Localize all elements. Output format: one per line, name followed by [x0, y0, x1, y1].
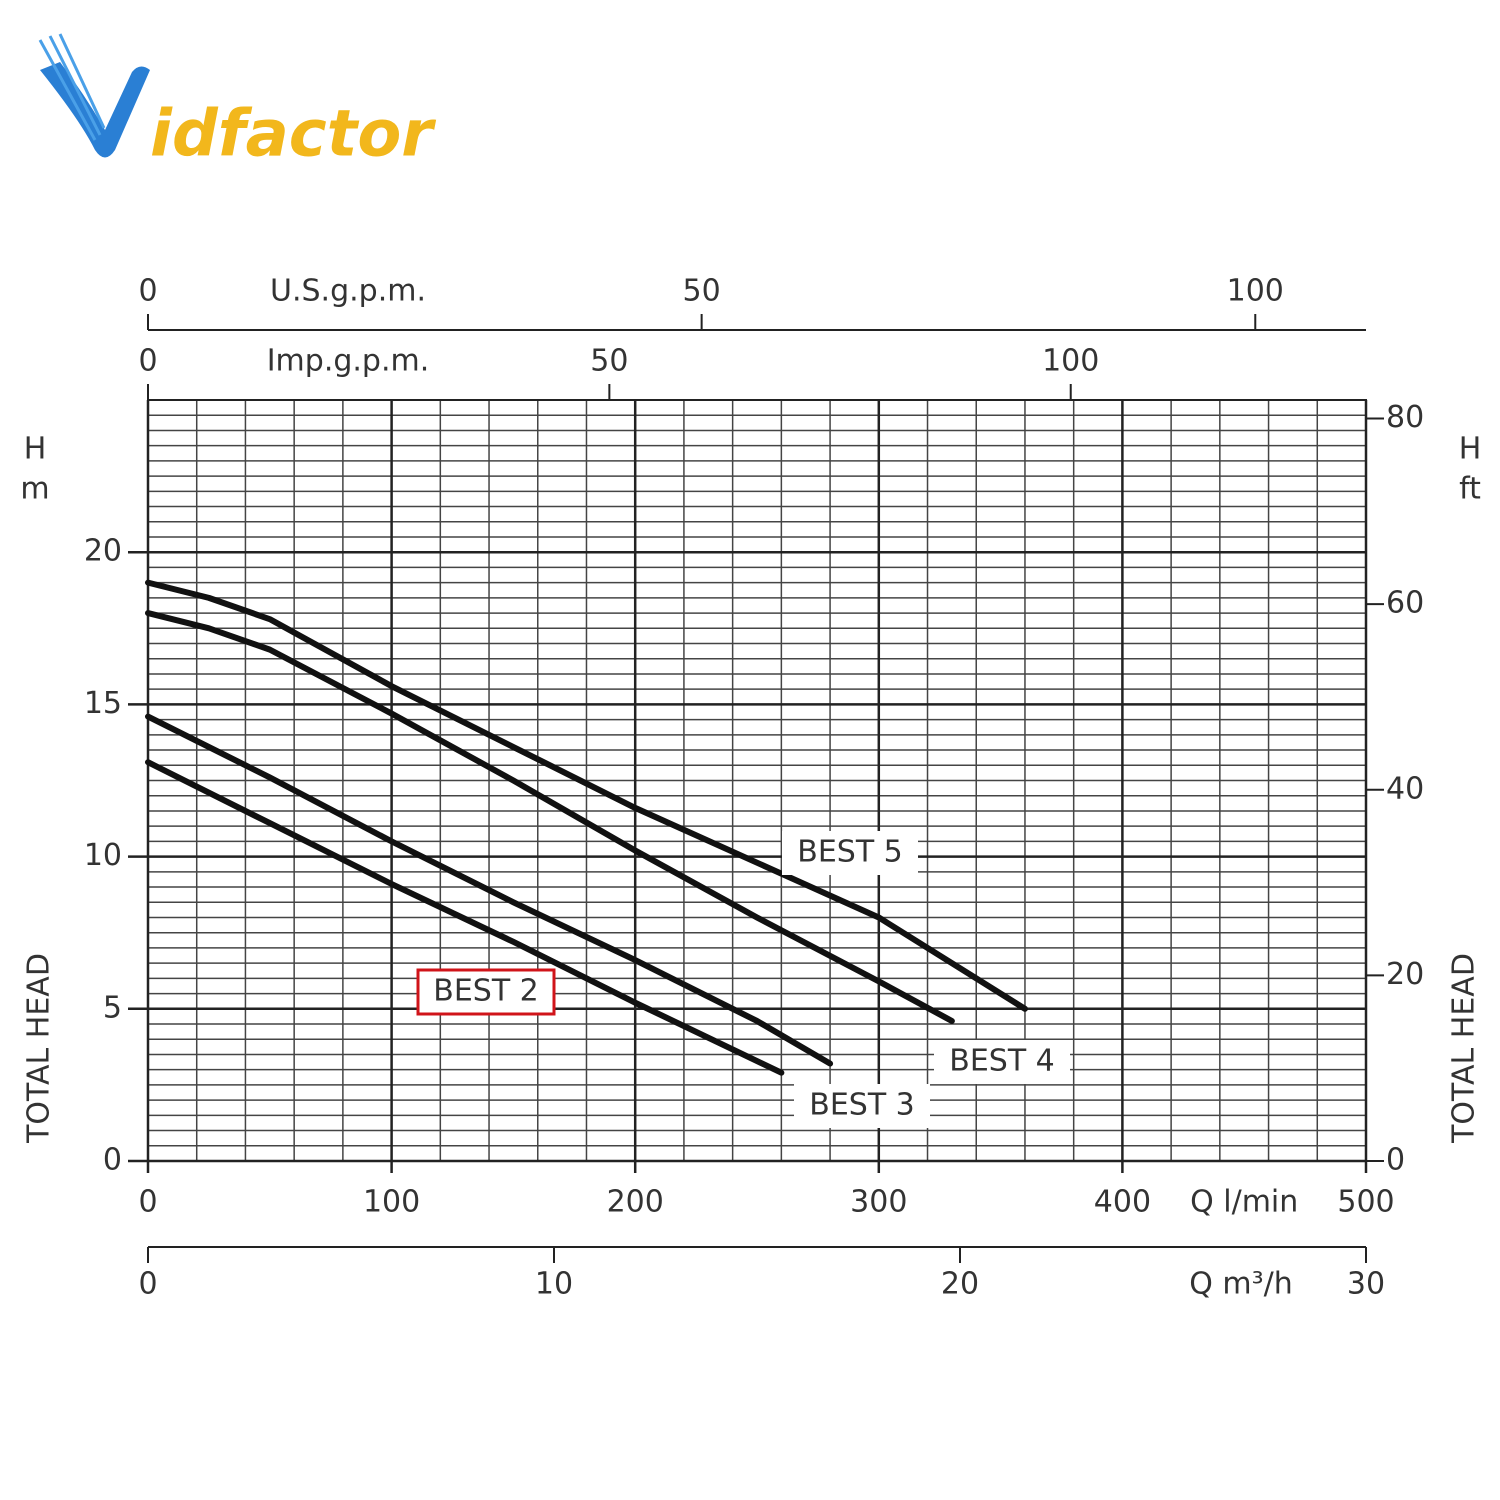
y2-tick-label: 40: [1386, 771, 1424, 806]
extra-axis-tick-label: 0: [138, 344, 157, 379]
y-axis-label: TOTAL HEAD: [22, 953, 57, 1144]
logo-text: idfactor: [150, 98, 436, 172]
logo: idfactor: [38, 33, 436, 172]
extra-axis-tick-label: 30: [1347, 1267, 1385, 1302]
extra-axis-tick-label: 0: [138, 1267, 157, 1302]
series-label-bg: [416, 968, 556, 1016]
x-tick-label: 200: [607, 1185, 664, 1220]
y2-tick-label: 60: [1386, 586, 1424, 621]
logo-icon: [40, 62, 150, 158]
y2-axis-label: TOTAL HEAD: [1447, 953, 1482, 1144]
series-label-bg: [794, 1084, 930, 1128]
y-tick-label: 0: [103, 1143, 122, 1178]
y2-unit-label: ft: [1459, 472, 1481, 507]
y-unit-label: m: [20, 472, 49, 507]
extra-axis-tick-label: 50: [590, 344, 628, 379]
y-tick-label: 5: [103, 990, 122, 1025]
series-label: BEST 2: [433, 974, 539, 1009]
extra-axis-label: Q m³/h: [1189, 1267, 1293, 1302]
y2-tick-label: 20: [1386, 957, 1424, 992]
y-tick-label: 15: [84, 686, 122, 721]
series-label: BEST 4: [949, 1044, 1055, 1079]
extra-axis-tick-label: 10: [535, 1267, 573, 1302]
y2-unit-label: H: [1459, 432, 1482, 467]
x-tick-label: 0: [138, 1185, 157, 1220]
y2-tick-label: 80: [1386, 400, 1424, 435]
series-line: [145, 759, 785, 1076]
x-tick-label: 400: [1094, 1185, 1151, 1220]
y-tick-label: 10: [84, 838, 122, 873]
series-line: [145, 610, 955, 1024]
extra-axis-tick-label: 100: [1227, 274, 1284, 309]
logo-icon-lines: [38, 33, 106, 141]
series-label: BEST 3: [809, 1088, 915, 1123]
x-tick-label: 300: [850, 1185, 907, 1220]
series-line: [145, 713, 834, 1067]
series-line: [145, 579, 1028, 1012]
extra-axis-tick-label: 0: [138, 274, 157, 309]
series-label-bg: [782, 831, 918, 875]
y2-tick-label: 0: [1386, 1143, 1405, 1178]
extra-axis-label: Imp.g.p.m.: [267, 344, 430, 379]
x-tick-label: 500: [1337, 1185, 1394, 1220]
x-tick-label: 100: [363, 1185, 420, 1220]
x-axis-label: Q l/min: [1190, 1185, 1298, 1220]
y-tick-label: 20: [84, 534, 122, 569]
y-unit-label: H: [24, 432, 47, 467]
extra-axis-tick-label: 100: [1042, 344, 1099, 379]
extra-axis-label: U.S.g.p.m.: [270, 274, 426, 309]
extra-axis-tick-label: 50: [683, 274, 721, 309]
series-label-bg: [934, 1040, 1070, 1084]
series-label: BEST 5: [797, 835, 903, 870]
extra-axis-tick-label: 20: [941, 1267, 979, 1302]
